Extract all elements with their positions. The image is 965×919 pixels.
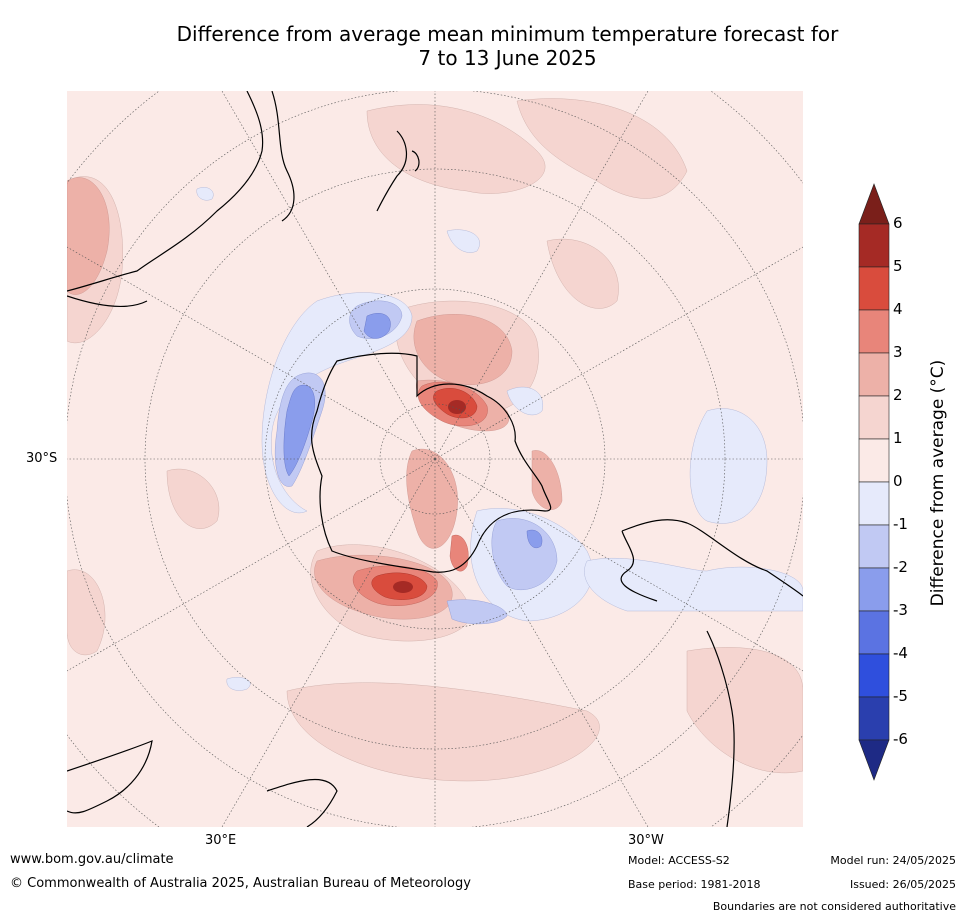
colorbar-tick-label: 1 <box>893 429 903 447</box>
latitude-circles <box>67 91 803 827</box>
australia-coast <box>67 91 295 308</box>
colorbar-segment <box>858 352 890 397</box>
longitude-lines <box>67 91 803 827</box>
footer-model-run: Model run: 24/05/2025 <box>830 854 956 867</box>
colorbar-segment <box>858 266 890 311</box>
colorbar-segment <box>858 653 890 698</box>
new-zealand-coast <box>376 130 420 212</box>
colorbar-segment <box>858 223 890 268</box>
colorbar-tick-label: -1 <box>893 515 908 533</box>
colorbar-tick-label: 5 <box>893 257 903 275</box>
colorbar-segment <box>858 438 890 483</box>
map-title-line1: Difference from average mean minimum tem… <box>176 22 839 46</box>
antarctica-coast <box>311 352 552 573</box>
colorbar-segment <box>858 696 890 741</box>
footer-model: Model: ACCESS-S2 <box>628 854 730 867</box>
colorbar-extend-min <box>858 739 890 781</box>
map-title-line2: 7 to 13 June 2025 <box>418 46 597 70</box>
colorbar-extend-max <box>858 183 890 225</box>
anomaly-neg1-0-regions <box>196 187 803 691</box>
colorbar-tick-label: -5 <box>893 687 908 705</box>
south-america-coast <box>620 519 803 827</box>
colorbar-segment <box>858 481 890 526</box>
colorbar-tick-label: 4 <box>893 300 903 318</box>
footer-url[interactable]: www.bom.gov.au/climate <box>10 852 174 867</box>
anomaly-5-6-regions <box>393 400 466 593</box>
africa-coast <box>67 740 338 827</box>
colorbar-label: Difference from average (°C) <box>928 359 948 607</box>
colorbar-tick-label: -4 <box>893 644 908 662</box>
colorbar-tick-label: 0 <box>893 472 903 490</box>
colorbar-segment <box>858 567 890 612</box>
colorbar-tick-label: -6 <box>893 730 908 748</box>
colorbar-tick-label: -2 <box>893 558 908 576</box>
colorbar-tick-label: 3 <box>893 343 903 361</box>
colorbar-tick-label: 6 <box>893 214 903 232</box>
colorbar-tick-label: 2 <box>893 386 903 404</box>
footer-boundaries-note: Boundaries are not considered authoritat… <box>712 900 956 913</box>
colorbar-tick-label: -3 <box>893 601 908 619</box>
footer-issued: Issued: 26/05/2025 <box>849 878 956 891</box>
colorbar-segment <box>858 610 890 655</box>
colorbar <box>858 183 890 781</box>
colorbar-segment <box>858 309 890 354</box>
coastlines <box>67 91 803 827</box>
colorbar-segment <box>858 395 890 440</box>
colorbar-segment <box>858 524 890 569</box>
latitude-label-30s: 30°S <box>26 451 58 466</box>
temperature-anomaly-map <box>67 91 803 827</box>
footer-copyright: © Commonwealth of Australia 2025, Austra… <box>10 876 471 891</box>
anomaly-neg3-neg2-regions <box>283 313 543 549</box>
longitude-label-30e: 30°E <box>205 833 237 848</box>
longitude-label-30w: 30°W <box>628 833 664 848</box>
footer-base-period: Base period: 1981-2018 <box>628 878 761 891</box>
